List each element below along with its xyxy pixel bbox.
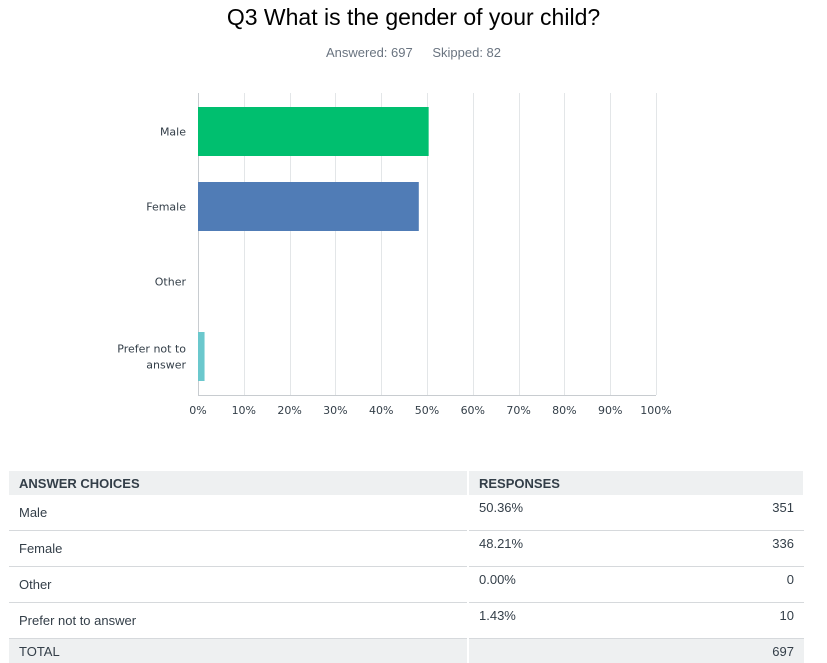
response-count: 336	[673, 531, 804, 567]
response-percent: 1.43%	[468, 603, 673, 639]
x-tick-label: 20%	[277, 404, 301, 417]
x-tick-label: 80%	[552, 404, 576, 417]
chart-bars	[198, 107, 429, 381]
response-count: 10	[673, 603, 804, 639]
total-row: TOTAL 697	[9, 639, 804, 663]
x-tick-label: 10%	[232, 404, 256, 417]
x-tick-label: 60%	[461, 404, 485, 417]
x-tick-label: 90%	[598, 404, 622, 417]
response-percent: 50.36%	[468, 495, 673, 531]
category-label: Prefer not to	[117, 343, 186, 356]
response-count: 351	[673, 495, 804, 531]
category-label: Female	[146, 201, 186, 214]
x-tick-label: 50%	[415, 404, 439, 417]
x-tick-label: 100%	[640, 404, 671, 417]
category-label: Other	[155, 276, 187, 289]
total-count: 697	[673, 639, 804, 663]
answer-choice: Female	[9, 531, 468, 567]
bar	[198, 332, 205, 381]
bar	[198, 182, 419, 231]
category-label: answer	[146, 359, 186, 372]
bar-chart: Male Female Other Prefer not to answer 0% 10%…	[0, 0, 827, 430]
category-label: Male	[160, 126, 186, 139]
x-tick-label: 70%	[506, 404, 530, 417]
answer-choice: Male	[9, 495, 468, 531]
bar	[198, 107, 429, 156]
answer-choice: Other	[9, 567, 468, 603]
answer-choice: Prefer not to answer	[9, 603, 468, 639]
header-answer-choices: ANSWER CHOICES	[9, 471, 468, 495]
response-percent: 0.00%	[468, 567, 673, 603]
x-tick-label: 40%	[369, 404, 393, 417]
category-labels: Male Female Other Prefer not to answer	[117, 126, 186, 372]
response-count: 0	[673, 567, 804, 603]
response-percent: 48.21%	[468, 531, 673, 567]
x-tick-label: 30%	[323, 404, 347, 417]
header-responses: RESPONSES	[468, 471, 804, 495]
total-label: TOTAL	[9, 639, 468, 663]
x-axis-ticks: 0% 10% 20% 30% 40% 50% 60% 70% 80% 90% 100%	[189, 404, 671, 417]
x-tick-label: 0%	[189, 404, 206, 417]
total-spacer	[468, 639, 673, 663]
